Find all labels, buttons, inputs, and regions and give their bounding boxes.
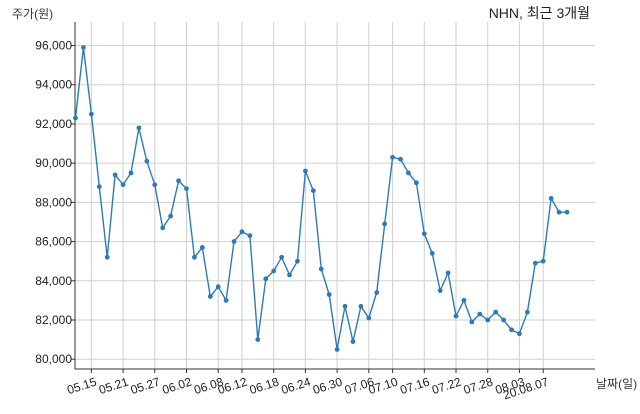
data-point <box>524 309 530 315</box>
x-tick-label: 06.18 <box>248 374 281 397</box>
data-point <box>302 168 308 174</box>
data-point <box>509 327 514 333</box>
data-point <box>128 170 134 176</box>
data-point <box>152 182 158 188</box>
data-point <box>390 154 395 160</box>
y-tick-labels: 80,000 82,000 84,000 86,000 88,000 90,000 92,0… <box>35 39 75 366</box>
data-point <box>413 180 419 186</box>
data-point <box>223 297 229 303</box>
chart-title: NHN, 최근 3개월 <box>489 5 590 21</box>
data-point <box>461 297 467 303</box>
data-point <box>556 209 562 215</box>
data-point <box>453 313 459 319</box>
data-point <box>382 221 388 227</box>
data-point <box>326 292 332 297</box>
data-point <box>310 188 316 193</box>
data-point <box>176 178 181 184</box>
data-point <box>279 254 285 260</box>
x-tick-label: 07.28 <box>462 374 495 397</box>
data-point <box>104 254 110 260</box>
x-tick-label: 05.15 <box>65 374 98 397</box>
data-point <box>350 339 356 344</box>
axes <box>74 22 595 370</box>
data-point <box>517 331 522 337</box>
data-point <box>81 45 86 50</box>
y-tick-label: 92,000 <box>35 117 72 131</box>
y-tick-label: 90,000 <box>35 156 72 170</box>
data-point <box>112 172 118 178</box>
x-axis-title: 날짜(일) <box>596 377 637 391</box>
y-tick-label: 86,000 <box>35 235 72 249</box>
data-point <box>255 337 261 342</box>
data-point <box>493 309 499 315</box>
y-tick-label: 88,000 <box>35 195 72 209</box>
data-point <box>334 346 340 352</box>
data-point <box>485 317 491 323</box>
data-point <box>160 225 166 231</box>
data-point <box>532 260 538 266</box>
grid-lines <box>75 22 595 369</box>
data-point <box>429 250 435 256</box>
data-point <box>120 182 126 188</box>
series-points <box>73 45 570 352</box>
data-point <box>445 270 451 276</box>
x-tick-label: 06.30 <box>311 374 344 397</box>
x-tick-labels: 05.1505.2105.2706.0206.0806.1206.1806.24… <box>65 369 550 402</box>
data-point <box>374 290 380 295</box>
data-point <box>73 115 78 121</box>
data-point <box>192 254 197 260</box>
data-point <box>477 311 483 317</box>
data-point <box>287 272 292 278</box>
data-point <box>398 156 403 162</box>
y-tick-label: 80,000 <box>35 352 72 366</box>
y-tick-label: 84,000 <box>35 274 72 288</box>
y-tick-label: 82,000 <box>35 313 72 327</box>
data-point <box>231 239 237 244</box>
x-tick-label: 06.02 <box>161 374 194 397</box>
x-tick-label: 06.24 <box>279 374 312 397</box>
x-tick-label: 05.21 <box>97 374 130 397</box>
data-point <box>88 111 94 117</box>
data-point <box>318 266 324 272</box>
data-point <box>358 303 364 309</box>
data-point <box>564 209 570 215</box>
y-axis-title: 주가(원) <box>12 7 53 21</box>
data-point <box>540 258 546 264</box>
data-point <box>144 158 150 164</box>
data-point <box>96 184 102 190</box>
y-tick-label: 96,000 <box>35 39 72 53</box>
x-tick-label: 07.16 <box>398 374 431 397</box>
data-point <box>184 186 189 192</box>
data-point <box>168 213 174 219</box>
data-point <box>437 288 443 293</box>
data-point <box>342 303 348 309</box>
y-tick-label: 94,000 <box>35 78 72 92</box>
data-point <box>271 268 277 274</box>
data-point <box>136 125 142 131</box>
data-point <box>366 315 372 321</box>
series-line <box>74 46 567 351</box>
x-tick-label: 05.27 <box>129 374 162 397</box>
data-point <box>421 231 427 237</box>
data-point <box>548 196 554 201</box>
data-point <box>239 229 245 235</box>
x-tick-label: 07.22 <box>430 374 463 397</box>
data-point <box>406 170 411 176</box>
price-line <box>74 46 567 351</box>
data-point <box>199 245 205 250</box>
data-point <box>469 319 475 325</box>
data-point <box>295 258 300 264</box>
data-point <box>247 233 253 239</box>
data-point <box>215 284 221 290</box>
data-point <box>207 294 213 299</box>
data-point <box>263 276 269 282</box>
data-point <box>501 317 506 323</box>
